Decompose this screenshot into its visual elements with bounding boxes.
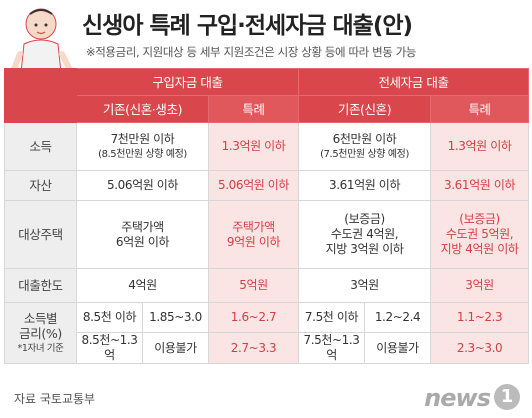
cell-limit-jeonse-special: 3억원 (430, 268, 530, 303)
row-label-line: 소득별 (23, 310, 58, 326)
cell-target-purchase-special: 주택가액 9억원 이하 (207, 200, 300, 269)
cell-text: 주택가액 (121, 219, 164, 234)
cell-text: 지방 3억원 이하 (325, 242, 404, 256)
cell-text: 6천만원 이하 (332, 131, 397, 146)
row-label-line: 금리(%) (19, 325, 62, 341)
row-label-limit: 대출한도 (4, 268, 77, 303)
cell-text: 7천만원 이하 (110, 131, 175, 146)
header-purchase-existing: 기존(신혼·생초) (76, 95, 209, 123)
header-jeonse-existing: 기존(신혼) (298, 95, 432, 123)
cell-assets-purchase-existing: 5.06억원 이하 (76, 170, 209, 201)
table-row-limit: 대출한도 4억원 5억원 3억원 3억원 (4, 268, 530, 303)
loan-table: 구입자금 대출 전세자금 대출 기존(신혼·생초) 특례 기존(신혼) 특례 소… (4, 68, 530, 364)
row-label-assets: 자산 (4, 170, 77, 201)
logo-mark: 1 (494, 384, 520, 410)
cell-limit-purchase-existing: 4억원 (76, 268, 209, 303)
cell-text: 지방 4억원 이하 (440, 242, 519, 256)
cell-target-purchase-existing: 주택가액 6억원 이하 (76, 200, 209, 269)
header-jeonse: 전세자금 대출 (298, 68, 530, 96)
header-purchase: 구입자금 대출 (75, 68, 300, 96)
table-row-rate-2: 8.5천~1.3억 이용불가 2.7~3.3 7.5천~1.3억 이용불가 2.… (5, 332, 530, 364)
cell-income-jeonse-special: 1.3억원 이하 (430, 122, 530, 171)
cell-rate2-jeonse-income: 7.5천~1.3억 (298, 332, 366, 364)
cell-text: 9억원 이하 (226, 234, 281, 249)
cell-text: 주택가액 (232, 219, 275, 234)
table-row-assets: 자산 5.06억원 이하 5.06억원 이하 3.61억원 이하 3.61억원 … (4, 170, 530, 201)
cell-rate1-jeonse-special: 1.1~2.3 (430, 302, 530, 333)
cell-rate1-purchase-income: 8.5천 이하 (76, 302, 143, 333)
row-label-target: 대상주택 (4, 200, 77, 269)
source-note: 자료 국토교통부 (14, 392, 96, 406)
logo-text: news (424, 384, 491, 412)
page-subtitle: ※적용금리, 지원대상 등 세부 지원조건은 시장 상황 등에 따라 변동 가능 (86, 45, 417, 59)
cell-assets-purchase-special: 5.06억원 이하 (207, 170, 300, 201)
cell-note: (7.5천만원 상향 예정) (320, 148, 409, 160)
page-title: 신생아 특례 구입·전세자금 대출(안) (82, 13, 413, 39)
cell-rate1-purchase-special: 1.6~2.7 (207, 302, 300, 333)
row-label-note: *1자녀 기준 (17, 342, 64, 354)
table-row-income: 소득 7천만원 이하 (8.5천만원 상향 예정) 1.3억원 이하 6천만원 … (4, 122, 530, 171)
cell-text: 6억원 이하 (115, 234, 170, 249)
header-jeonse-special: 특례 (430, 95, 530, 123)
cell-income-purchase-existing: 7천만원 이하 (8.5천만원 상향 예정) (76, 122, 209, 171)
cell-target-jeonse-existing: (보증금) 수도권 4억원, 지방 3억원 이하 (298, 200, 432, 269)
cell-rate1-purchase-rate: 1.85~3.0 (142, 302, 209, 333)
cell-assets-jeonse-special: 3.61억원 이하 (430, 170, 530, 201)
cell-limit-jeonse-existing: 3억원 (298, 268, 432, 303)
row-label-income: 소득 (4, 122, 77, 171)
header-row-group: 구입자금 대출 전세자금 대출 (4, 68, 530, 123)
header-row-sub: 기존(신혼·생초) 특례 기존(신혼) 특례 (5, 95, 530, 123)
cell-rate2-purchase-special: 2.7~3.3 (207, 332, 300, 364)
cell-rate2-purchase-rate: 이용불가 (142, 332, 209, 364)
cell-rate2-jeonse-special: 2.3~3.0 (430, 332, 530, 364)
cell-rate2-purchase-income: 8.5천~1.3억 (76, 332, 143, 364)
cell-text: (보증금) (459, 212, 500, 226)
table-row-rate-1: 소득별 금리(%) *1자녀 기준 8.5천 이하 1.85~3.0 1.6~2… (4, 302, 530, 364)
news1-logo: news 1 (414, 382, 524, 412)
cell-income-purchase-special: 1.3억원 이하 (207, 122, 300, 171)
cell-rate2-jeonse-rate: 이용불가 (364, 332, 432, 364)
cell-rate1-jeonse-income: 7.5천 이하 (298, 302, 366, 333)
row-label-rate: 소득별 금리(%) *1자녀 기준 (4, 302, 77, 364)
cell-note: (8.5천만원 상향 예정) (98, 148, 187, 160)
cell-rate1-jeonse-rate: 1.2~2.4 (364, 302, 432, 333)
table-row-target: 대상주택 주택가액 6억원 이하 주택가액 9억원 이하 (보증금) 수도권 4… (4, 200, 530, 269)
cell-text: 수도권 4억원, (330, 227, 399, 241)
header-corner (4, 68, 77, 123)
cell-text: (보증금) (344, 212, 385, 226)
cell-income-jeonse-existing: 6천만원 이하 (7.5천만원 상향 예정) (298, 122, 432, 171)
cell-target-jeonse-special: (보증금) 수도권 5억원, 지방 4억원 이하 (430, 200, 530, 269)
cell-limit-purchase-special: 5억원 (207, 268, 300, 303)
cell-assets-jeonse-existing: 3.61억원 이하 (298, 170, 432, 201)
cell-text: 수도권 5억원, (445, 227, 514, 241)
header-purchase-special: 특례 (207, 95, 300, 123)
